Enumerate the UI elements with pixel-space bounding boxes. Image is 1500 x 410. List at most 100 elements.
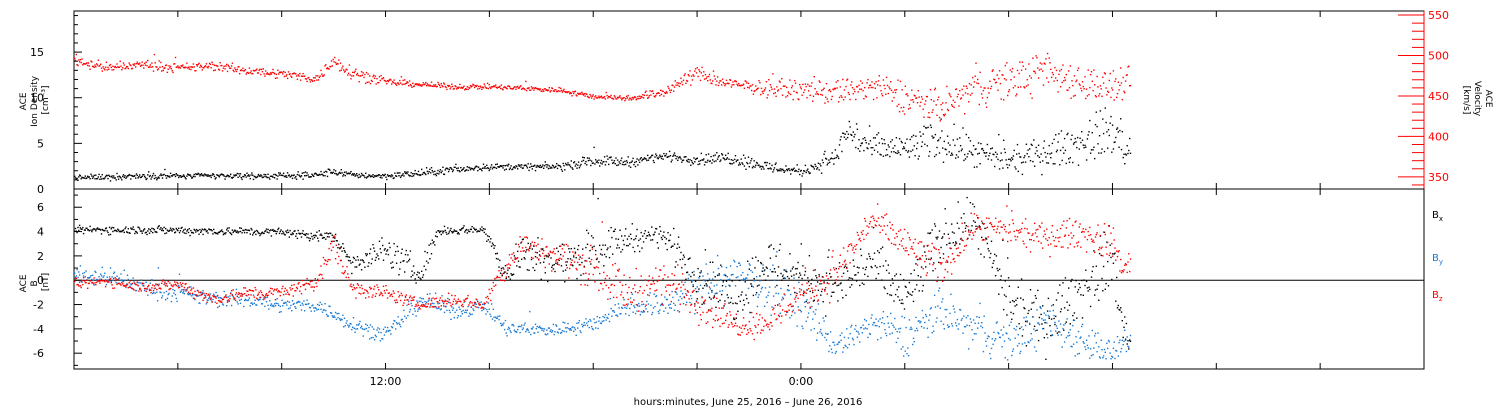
- by-series-point: [320, 308, 322, 310]
- velocity-series-point: [100, 63, 102, 65]
- density-series-point: [716, 158, 719, 160]
- density-series-point: [371, 175, 373, 178]
- velocity-series-point: [223, 65, 225, 67]
- velocity-series-point: [282, 73, 284, 75]
- bx-series-point: [816, 277, 818, 279]
- by-series-point: [372, 336, 374, 339]
- velocity-series-point: [202, 67, 204, 69]
- bx-series-point: [542, 248, 544, 250]
- bx-series-point: [678, 246, 681, 248]
- bx-series-point: [108, 226, 111, 229]
- bx-series-point: [960, 217, 963, 219]
- density-series-point: [794, 169, 797, 172]
- density-series-point: [567, 162, 569, 164]
- bx-series-point: [256, 230, 259, 233]
- by-series-point: [620, 313, 622, 315]
- density-series-point: [860, 142, 863, 145]
- velocity-series-point: [206, 66, 208, 68]
- by-series-point: [561, 330, 564, 332]
- velocity-series-point: [839, 86, 841, 88]
- bx-series-point: [441, 230, 443, 232]
- bx-series-point: [392, 266, 394, 269]
- by-series-point: [547, 333, 549, 335]
- density-series-point: [1014, 166, 1016, 168]
- bx-series-point: [192, 232, 195, 234]
- velocity-series-point: [724, 84, 726, 87]
- bx-series-point: [391, 267, 393, 269]
- by-series-point: [738, 262, 740, 264]
- by-series-point: [741, 279, 743, 281]
- velocity-series-point: [800, 88, 802, 90]
- density-series-point: [1102, 118, 1104, 120]
- bx-series-point: [150, 230, 152, 233]
- bx-series-point: [881, 279, 883, 281]
- density-series-point: [434, 170, 436, 173]
- density-series-point: [1110, 115, 1112, 118]
- velocity-series-point: [868, 84, 871, 87]
- bx-series-point: [981, 236, 983, 239]
- velocity-series-point: [1058, 73, 1060, 76]
- density-series-point: [720, 159, 722, 161]
- density-series-point: [896, 152, 898, 155]
- velocity-series-point: [1119, 84, 1121, 86]
- bx-series-point: [854, 274, 856, 276]
- by-series-point: [683, 295, 685, 298]
- velocity-series-point: [473, 84, 475, 86]
- density-series-point: [763, 168, 765, 170]
- by-series-point: [199, 302, 201, 305]
- velocity-series-point: [828, 89, 830, 92]
- by-series-point: [295, 302, 298, 304]
- velocity-series-point: [239, 73, 241, 75]
- by-series-point: [302, 304, 304, 306]
- bx-series-point: [535, 263, 537, 265]
- velocity-series-point: [483, 83, 485, 85]
- by-series-point: [426, 293, 429, 295]
- by-series-point: [282, 305, 284, 307]
- density-series-point: [397, 172, 399, 174]
- bx-series-point: [1127, 340, 1129, 342]
- velocity-series-point: [1007, 90, 1010, 93]
- by-series-point: [612, 309, 615, 312]
- bx-series-point: [413, 272, 416, 274]
- velocity-series-point: [706, 76, 708, 78]
- by-series-point: [258, 298, 260, 301]
- by-series-point: [581, 323, 583, 326]
- density-series-point: [721, 153, 723, 155]
- bx-series-point: [619, 229, 621, 231]
- velocity-series-point: [683, 74, 685, 77]
- bx-series-point: [909, 293, 911, 296]
- bx-series-point: [352, 256, 355, 259]
- density-series-point: [698, 160, 700, 163]
- bx-series-point: [364, 266, 366, 268]
- bx-series-point: [1033, 301, 1035, 304]
- by-series-point: [550, 329, 552, 331]
- density-series-point: [534, 169, 537, 172]
- density-series-point: [157, 176, 160, 178]
- velocity-series-point: [1127, 66, 1129, 68]
- by-series-point: [687, 277, 689, 280]
- velocity-series-point: [184, 66, 186, 68]
- density-series-point: [707, 153, 710, 155]
- by-series-point: [313, 307, 315, 309]
- bx-series-point: [165, 232, 168, 234]
- by-series-point: [579, 330, 581, 332]
- bx-series-point: [955, 242, 958, 244]
- by-series-point: [207, 299, 209, 301]
- density-series-point: [482, 167, 484, 169]
- by-series-point: [250, 302, 252, 304]
- density-series-point: [320, 170, 322, 173]
- density-series-point: [752, 165, 755, 168]
- by-series-point: [615, 314, 617, 316]
- by-series-point: [336, 313, 338, 315]
- density-series-point: [561, 170, 564, 172]
- velocity-series-point: [879, 85, 881, 87]
- velocity-series-point: [1106, 94, 1108, 96]
- velocity-series-point: [608, 95, 610, 98]
- velocity-series-point: [351, 75, 353, 77]
- bx-series-point: [718, 273, 720, 275]
- velocity-series-point: [204, 65, 206, 68]
- bx-series-point: [585, 246, 587, 249]
- velocity-series-point: [212, 63, 214, 66]
- density-series-point: [642, 158, 644, 161]
- velocity-series-point: [138, 63, 140, 66]
